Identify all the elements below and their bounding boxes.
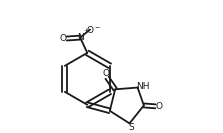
Text: O: O (102, 69, 109, 78)
Text: S: S (128, 123, 134, 132)
Text: O: O (59, 34, 66, 43)
Text: N: N (77, 33, 84, 42)
Text: $^+$: $^+$ (82, 27, 89, 36)
Text: O: O (156, 102, 163, 111)
Text: O$^-$: O$^-$ (87, 24, 101, 35)
Text: NH: NH (136, 82, 150, 91)
